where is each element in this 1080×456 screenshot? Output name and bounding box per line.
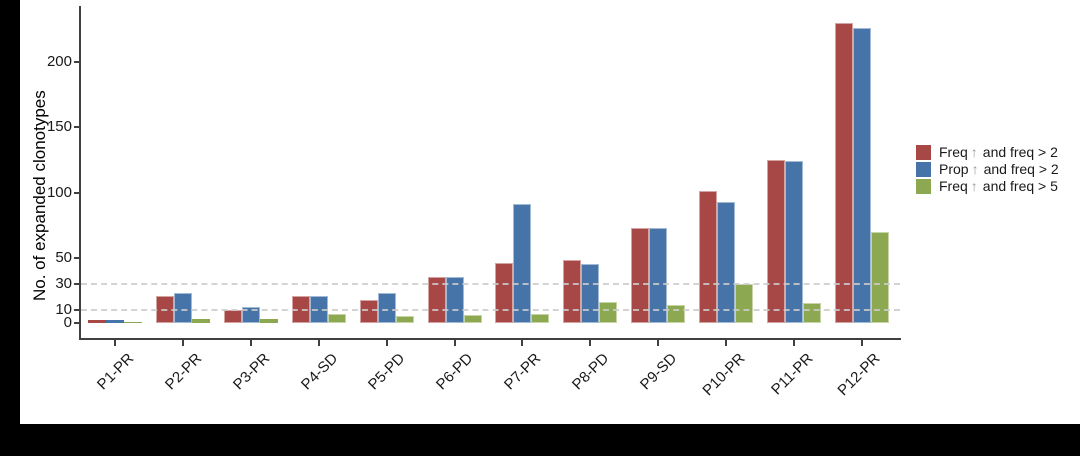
x-tick-label: P3-PR [229,350,273,394]
bar [699,191,718,323]
y-tick-label: 150 [46,118,72,136]
legend-swatch [916,161,931,177]
up-arrow-icon: ↑ [971,161,979,177]
legend-item: Prop ↑ and freq > 2 [916,161,1059,177]
legend-item: Freq ↑ and freq > 2 [916,144,1059,160]
x-tick-mark [249,340,252,346]
x-tick-label: P10-PR [698,350,749,400]
x-tick-label: P1-PR [93,350,138,394]
bar [88,320,106,323]
x-axis-line [79,338,901,340]
y-tick-mark [74,256,80,259]
x-tick-label: P9-SD [636,350,681,394]
x-tick-label: P5-PD [365,350,409,394]
y-tick-mark [74,308,80,311]
legend-item: Freq ↑ and freq > 5 [916,178,1059,194]
y-tick-label: 10 [55,300,72,318]
x-tick-mark [793,340,795,346]
dashed-gridline [81,282,900,285]
x-tick-mark [521,340,524,346]
bar [852,28,871,323]
chart-canvas: No. of expanded clonotypes 0 10 30 50 100 150… [20,0,1080,424]
bar [581,264,600,323]
dashed-gridline [81,308,900,311]
x-tick-mark [725,340,728,346]
x-tick-mark [657,340,660,346]
y-tick-label: 0 [63,314,72,331]
y-tick-mark [74,322,80,324]
bar [870,231,889,323]
bar [259,319,278,323]
legend-label: Prop ↑ and freq > 2 [939,161,1059,177]
y-axis-line [79,6,81,340]
bar [495,262,514,323]
legend-label-condition: and freq > 5 [982,178,1058,194]
legend-label-condition: and freq > 2 [983,161,1059,177]
up-arrow-icon: ↑ [970,144,978,160]
x-tick-mark [114,340,116,346]
bar [803,303,821,323]
legend-swatch [916,178,931,194]
bar [667,304,686,323]
x-tick-label: P11-PR [767,350,817,399]
bar [377,292,396,323]
bar [359,299,378,323]
bar [531,313,550,323]
bar [631,227,650,323]
legend-label-metric: Freq [939,144,968,160]
bar [735,283,754,323]
y-tick-label: 200 [46,53,72,70]
bar [785,161,803,323]
x-tick-label: P7-PR [501,350,545,394]
x-tick-mark [589,340,592,346]
bar [106,320,124,323]
bar [173,292,192,323]
legend-label-condition: and freq > 2 [982,144,1058,160]
bar [767,159,785,323]
x-tick-mark [317,340,320,346]
bar [427,277,446,323]
bar [395,316,414,323]
y-tick-label: 100 [46,183,72,201]
y-tick-mark [74,126,80,129]
legend-label-metric: Prop [939,161,969,177]
x-tick-mark [385,340,388,346]
legend-label: Freq ↑ and freq > 5 [939,178,1058,194]
legend-label: Freq ↑ and freq > 2 [939,144,1058,160]
legend-label-metric: Freq [939,178,968,194]
x-tick-mark [453,340,456,346]
bar [445,277,464,323]
bar [327,313,346,323]
y-tick-mark [74,282,80,285]
y-tick-mark [74,61,80,63]
y-tick-mark [74,191,80,194]
bar [563,260,582,323]
bar [834,22,853,323]
legend-swatch [916,144,931,160]
bar [463,315,482,323]
bar [717,201,736,323]
bar [649,227,668,323]
y-tick-label: 50 [55,248,72,266]
x-tick-label: P6-PD [433,350,477,394]
y-tick-label: 30 [55,274,72,292]
x-tick-mark [860,340,863,346]
x-tick-mark [181,340,184,346]
x-tick-label: P12-PR [834,350,884,400]
bar [599,302,618,323]
x-tick-label: P4-SD [297,350,341,394]
bar [513,204,532,323]
legend: Freq ↑ and freq > 2 Prop ↑ and freq > 2 Freq ↑ a… [916,144,1059,196]
x-tick-label: P8-PD [569,350,613,394]
bar [191,319,210,323]
up-arrow-icon: ↑ [970,178,978,194]
bar [241,307,260,323]
bar [124,321,142,323]
plot-area: 0 10 30 50 100 150 200 P1-PR P2-PR P3-PR P4-SD P5-P… [20,0,1080,424]
bar [223,309,242,323]
x-tick-label: P2-PR [161,350,205,394]
